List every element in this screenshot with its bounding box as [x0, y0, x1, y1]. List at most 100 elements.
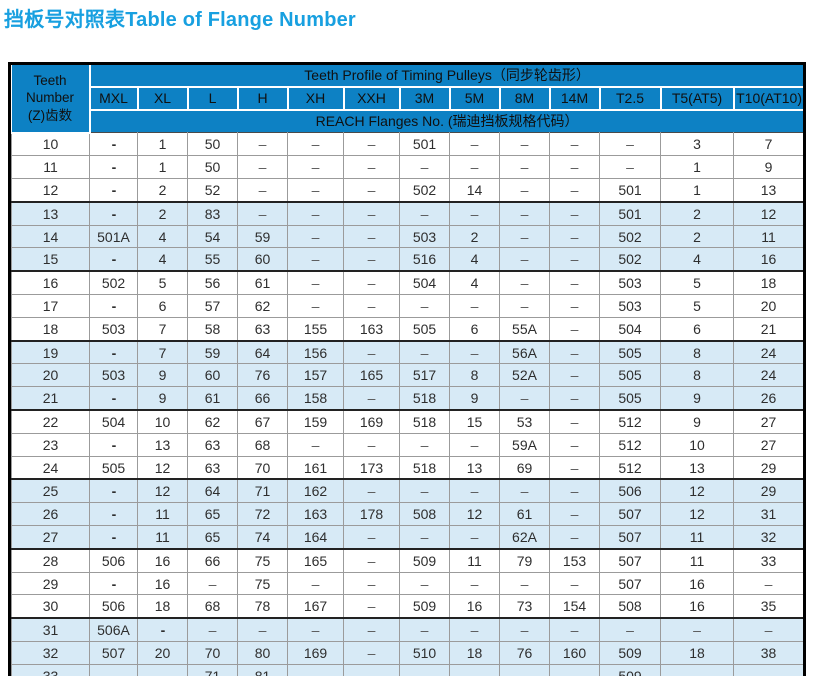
flange-no-cell: –: [287, 247, 344, 272]
flange-no-cell: 59: [237, 224, 288, 249]
flange-no-cell: 55: [187, 247, 238, 272]
flange-no-cell: 178: [343, 502, 400, 527]
flange-no-cell: 33: [732, 547, 803, 573]
column-header-14m: 14M: [548, 86, 601, 111]
table-row: 30 506 18 68 78 167–509 16 73 154 508 16 35: [11, 594, 803, 619]
flange-no-cell: 507: [89, 641, 138, 665]
flange-no-cell: 15: [449, 409, 500, 434]
flange-no-cell: 67: [237, 409, 288, 434]
column-header-t25: T2.5: [598, 86, 662, 111]
teeth-number-cell: 30: [11, 594, 90, 619]
flange-no-cell: -: [89, 200, 138, 226]
flange-no-cell: 74: [237, 525, 288, 550]
flange-no-cell: –: [549, 455, 600, 480]
flange-no-cell: -: [89, 571, 138, 596]
flange-no-cell: 4: [137, 224, 188, 249]
flange-no-cell: 81: [237, 663, 288, 676]
flange-no-cell: 502: [599, 224, 661, 249]
flange-no-cell: –: [399, 339, 450, 365]
flange-no-cell: 158: [287, 386, 344, 411]
flange-no-cell: 2: [137, 178, 188, 203]
flange-no-cell: –: [599, 155, 661, 180]
flange-no-cell: 18: [660, 641, 734, 665]
table-row: 13-2 83– – – – – – –501 2 12: [11, 200, 803, 226]
flange-no-cell: 507: [599, 525, 661, 550]
flange-no-cell: 505: [89, 455, 138, 480]
header-row-columns: MXL XL L H XH XXH 3M 5M 8M 14M T2.5 T5(AT5) T10(AT10…: [12, 86, 803, 111]
flange-no-cell: 502: [399, 178, 450, 203]
table-row: 19-7 59 64 156– – –56A –505 8 24: [11, 339, 803, 365]
flange-no-cell: –: [549, 386, 600, 411]
flange-no-cell: 71: [187, 663, 238, 676]
flange-no-cell: –: [343, 339, 400, 365]
teeth-number-cell: 13: [11, 200, 90, 226]
flange-no-cell: 503: [599, 270, 661, 296]
flange-no-cell: 71: [237, 478, 288, 504]
flange-no-cell: –: [549, 502, 600, 527]
flange-no-cell: –: [343, 386, 400, 411]
teeth-number-cell: 32: [11, 641, 90, 665]
flange-no-cell: 56: [187, 270, 238, 296]
teeth-number-cell: 29: [11, 571, 90, 596]
flange-no-cell: 24: [732, 363, 803, 388]
flange-no-cell: 11: [660, 547, 734, 573]
flange-no-cell: –: [732, 663, 803, 676]
flange-no-cell: 18: [137, 594, 188, 619]
flange-no-cell: –: [343, 663, 400, 676]
flange-no-cell: 79: [499, 547, 550, 573]
flange-no-cell: 59: [187, 339, 238, 365]
flange-table: Teeth Number (Z)齿数 Teeth Profile of Timi…: [11, 65, 803, 676]
flange-no-cell: 50: [187, 155, 238, 180]
flange-no-cell: -: [137, 617, 188, 643]
table-body: 10-1 50– – –501– – – –3 7 11-1 50– – – – – – – –1 9 12-2 52…: [11, 131, 803, 676]
table-row: 28 506 16 66 75 165–509 11 79 153 507 11 33: [11, 547, 803, 573]
flange-no-cell: 4: [137, 247, 188, 272]
flange-no-cell: 501: [599, 178, 661, 203]
flange-no-cell: 16: [137, 571, 188, 596]
flange-no-cell: –: [343, 641, 400, 665]
table-row: 26-11 65 72 163 178 508 12 61–507 12 31: [11, 502, 803, 527]
flange-no-cell: 12: [660, 502, 734, 527]
flange-no-cell: 61: [187, 386, 238, 411]
teeth-number-cell: 22: [11, 409, 90, 434]
flange-no-cell: 9: [732, 155, 803, 180]
flange-no-cell: –: [343, 594, 400, 619]
flange-no-cell: -: [89, 339, 138, 365]
flange-no-cell: 76: [499, 641, 550, 665]
table-row: 14 501A 4 54 59– –503 2– –502 2 11: [11, 224, 803, 249]
flange-no-cell: 518: [399, 409, 450, 434]
flange-no-cell: 4: [449, 270, 500, 296]
flange-no-cell: 83: [187, 200, 238, 226]
flange-no-cell: 12: [732, 200, 803, 226]
flange-no-cell: 503: [599, 294, 661, 318]
flange-no-cell: –: [732, 617, 803, 643]
teeth-number-cell: 11: [11, 155, 90, 180]
flange-no-cell: -: [89, 502, 138, 527]
table-row: 23-13 63 68– – – –59A –512 10 27: [11, 432, 803, 457]
flange-no-cell: –: [287, 294, 344, 318]
flange-no-cell: 70: [187, 641, 238, 665]
flange-no-cell: 62: [237, 294, 288, 318]
flange-no-cell: 50: [187, 131, 238, 157]
column-header-t10at10: T10(AT10): [732, 86, 803, 111]
column-header-mxl: MXL: [89, 86, 139, 111]
flange-no-cell: –: [549, 294, 600, 318]
flange-no-cell: -: [89, 131, 138, 157]
table-row: 22 504 10 62 67 159 169 518 15 53–512 9 27: [11, 409, 803, 434]
flange-no-cell: 65: [187, 502, 238, 527]
flange-no-cell: –: [499, 178, 550, 203]
flange-no-cell: 162: [287, 478, 344, 504]
flange-no-cell: –: [343, 155, 400, 180]
flange-no-cell: –: [343, 247, 400, 272]
flange-no-cell: 20: [732, 294, 803, 318]
flange-no-cell: –: [549, 131, 600, 157]
flange-no-cell: –: [549, 571, 600, 596]
table-header: Teeth Number (Z)齿数 Teeth Profile of Timi…: [11, 65, 803, 134]
flange-no-cell: 501: [599, 200, 661, 226]
flange-no-cell: 512: [599, 432, 661, 457]
flange-no-cell: 505: [599, 386, 661, 411]
flange-no-cell: 169: [287, 641, 344, 665]
flange-no-cell: –: [343, 525, 400, 550]
teeth-number-cell: 28: [11, 547, 90, 573]
flange-no-cell: –: [549, 363, 600, 388]
